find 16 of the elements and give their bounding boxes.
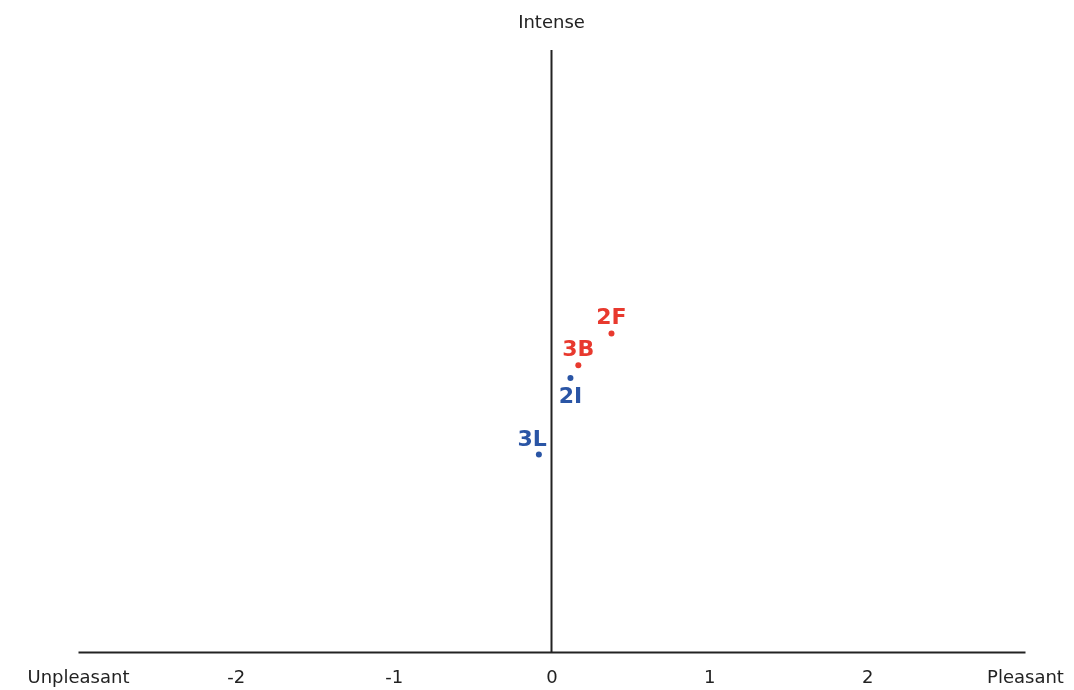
point (575, 362, 582, 369)
x-tick-label: 1 (704, 665, 716, 687)
point (567, 375, 574, 382)
annotation: 3B (562, 336, 595, 362)
x-tick-label: 0 (546, 665, 558, 687)
x-tick-label: -1 (385, 665, 404, 687)
annotation: 2F (596, 304, 627, 330)
ref-line-label: Intense (518, 11, 585, 32)
x-tick-label: 2 (861, 665, 874, 687)
point (535, 451, 542, 458)
x-tick-label: Unpleasant (27, 665, 130, 687)
x-tick-label: Pleasant (987, 665, 1064, 687)
annotation: 3L (517, 425, 547, 451)
x-tick-label: -2 (227, 665, 246, 687)
point (608, 330, 615, 337)
annotation: 2I (558, 383, 583, 409)
